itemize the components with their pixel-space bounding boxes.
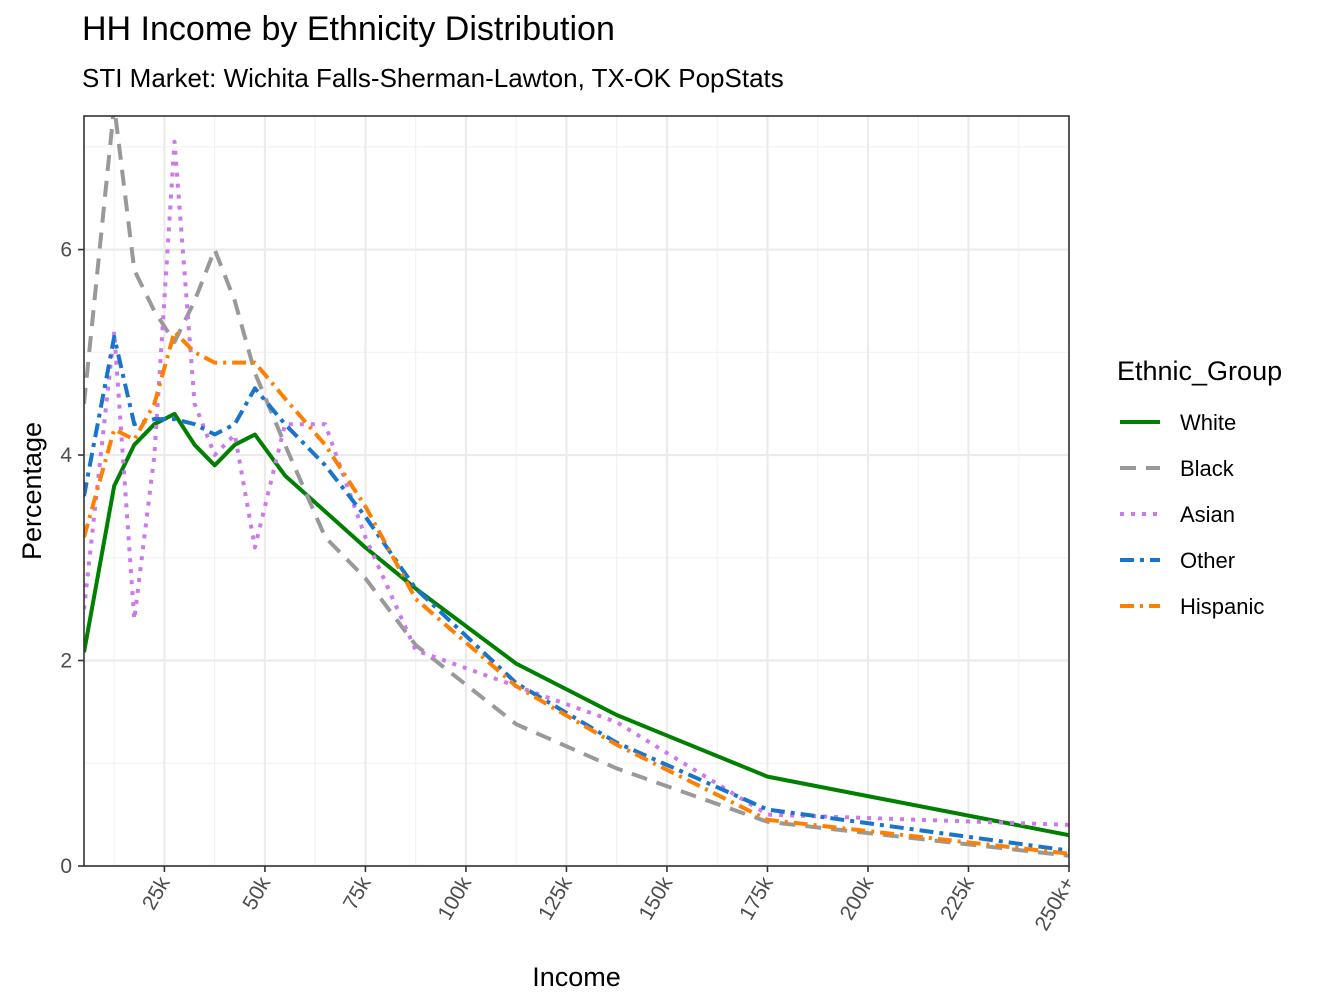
legend: Ethnic_Group White Black Asian Other Hispani…	[1117, 356, 1282, 619]
y-tick-label: 2	[60, 650, 72, 673]
legend-label-hispanic: Hispanic	[1180, 594, 1264, 619]
legend-label-black: Black	[1180, 456, 1235, 481]
legend-label-other: Other	[1180, 548, 1235, 573]
series-line-asian	[84, 139, 1069, 827]
legend-title: Ethnic_Group	[1117, 356, 1282, 386]
y-tick-label: 0	[60, 855, 72, 878]
x-tick-label: 250k+	[1031, 873, 1080, 935]
legend-label-white: White	[1180, 410, 1236, 435]
x-tick-label: 225k	[936, 873, 979, 924]
series-layer	[84, 116, 1069, 858]
x-axis-title: Income	[532, 962, 621, 992]
x-axis: 25k 50k 75k 100k 125k 150k 175k 200k 225k 250k+	[138, 866, 1079, 935]
x-tick-label: 100k	[434, 873, 477, 924]
y-axis-title: Percentage	[17, 422, 47, 560]
x-tick-label: 175k	[735, 873, 778, 924]
grid-minor	[84, 116, 1069, 866]
series-line-other	[84, 334, 1069, 853]
chart-subtitle: STI Market: Wichita Falls-Sherman-Lawton…	[82, 63, 784, 93]
x-tick-label: 25k	[138, 873, 175, 914]
y-axis: 0 2 4 6	[60, 239, 84, 878]
series-line-hispanic	[84, 329, 1069, 856]
plot-panel	[84, 116, 1069, 866]
chart-title: HH Income by Ethnicity Distribution	[82, 10, 615, 48]
legend-label-asian: Asian	[1180, 502, 1235, 527]
plot-border	[83, 115, 1070, 867]
y-tick-label: 6	[60, 239, 72, 262]
series-line-white	[84, 411, 1069, 838]
x-tick-label: 75k	[339, 873, 376, 914]
x-tick-label: 200k	[836, 873, 879, 924]
series-line-black	[84, 116, 1069, 858]
x-tick-label: 125k	[534, 873, 577, 924]
x-tick-label: 50k	[238, 873, 275, 914]
x-tick-label: 150k	[635, 873, 678, 924]
y-tick-label: 4	[60, 444, 72, 467]
